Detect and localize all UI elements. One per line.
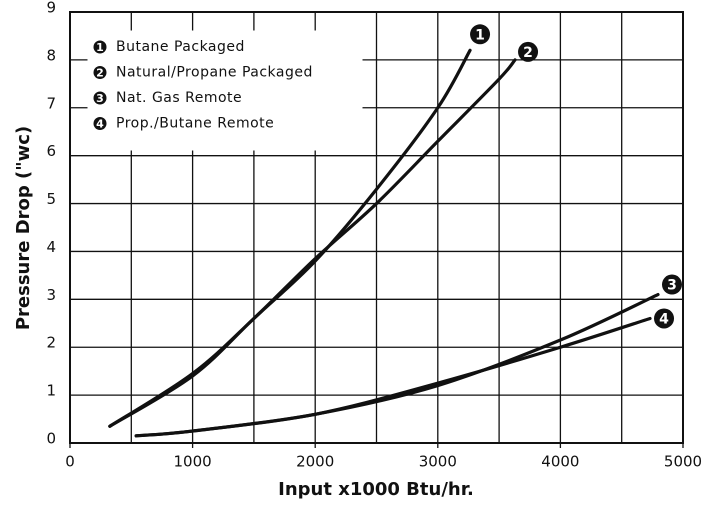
- curve-label: 1: [475, 27, 485, 43]
- y-tick-label: 6: [46, 142, 56, 160]
- y-tick-label: 5: [46, 190, 56, 208]
- y-axis-title: Pressure Drop ("wc): [13, 126, 34, 330]
- y-tick-label: 3: [46, 286, 56, 304]
- lines: [108, 48, 660, 438]
- legend-label: Butane Packaged: [116, 39, 245, 55]
- line: [108, 58, 517, 428]
- x-tick-label: 5000: [664, 453, 702, 471]
- plot-frame: [69, 11, 684, 444]
- curve-label: 4: [659, 311, 669, 327]
- y-tick-label: 7: [46, 94, 56, 112]
- legend-label: Natural/Propane Packaged: [116, 65, 313, 81]
- legend-marker: [93, 117, 107, 130]
- y-tick-label: 4: [46, 238, 56, 256]
- x-axis-title: Input x1000 Btu/hr.: [278, 479, 474, 500]
- x-tick-label: 3000: [419, 453, 457, 471]
- curve-marker: [470, 24, 491, 45]
- x-tick-label: 2000: [296, 453, 334, 471]
- legend-marker-label: 4: [96, 118, 104, 131]
- legend-marker: [93, 91, 107, 105]
- legend-label: Nat. Gas Remote: [116, 90, 242, 106]
- curve-marker: [661, 274, 682, 295]
- y-tick-label: 1: [46, 382, 56, 400]
- legend-marker: [93, 40, 107, 54]
- legend-marker-label: 3: [96, 92, 104, 105]
- legend-marker-label: 2: [96, 67, 104, 80]
- curve-marker: [518, 41, 539, 62]
- labels: 1 2 3 4 1 Butane Packaged 2 Natural/Propane Pac…: [87, 24, 682, 329]
- curve-label: 3: [667, 278, 677, 294]
- line: [108, 48, 472, 428]
- legend-marker: [93, 66, 107, 79]
- x-tick-label: 0: [65, 453, 75, 471]
- y-tick-label: 0: [46, 430, 56, 448]
- y-tick-label: 2: [46, 334, 56, 352]
- x-tick-label: 1000: [174, 453, 212, 471]
- legend-box: [87, 30, 363, 151]
- y-tick-label: 8: [46, 46, 56, 64]
- legend-marker-label: 1: [96, 41, 104, 54]
- y-tick-label: 9: [46, 0, 56, 17]
- curve-marker: [654, 308, 675, 329]
- curve-label: 2: [523, 45, 533, 61]
- legend-label: Prop./Butane Remote: [116, 116, 274, 132]
- x-tick-label: 4000: [541, 453, 579, 471]
- line: [134, 316, 652, 438]
